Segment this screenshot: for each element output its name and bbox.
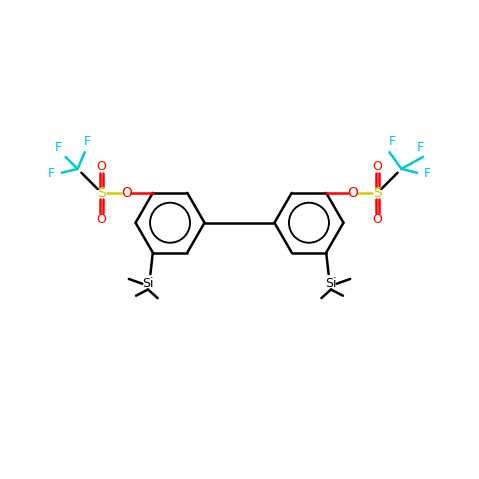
Text: F: F: [424, 167, 431, 180]
Text: S: S: [373, 186, 382, 200]
Text: F: F: [388, 135, 395, 148]
Text: O: O: [373, 213, 382, 226]
Text: F: F: [55, 141, 62, 154]
Text: Si: Si: [325, 277, 337, 290]
Text: F: F: [48, 167, 55, 180]
Text: O: O: [97, 213, 106, 226]
Text: Si: Si: [142, 277, 154, 290]
Text: S: S: [97, 186, 106, 200]
Text: O: O: [373, 160, 382, 173]
Text: O: O: [121, 186, 132, 200]
Text: F: F: [417, 141, 424, 154]
Text: O: O: [97, 160, 106, 173]
Text: O: O: [347, 186, 358, 200]
Text: F: F: [84, 135, 91, 148]
